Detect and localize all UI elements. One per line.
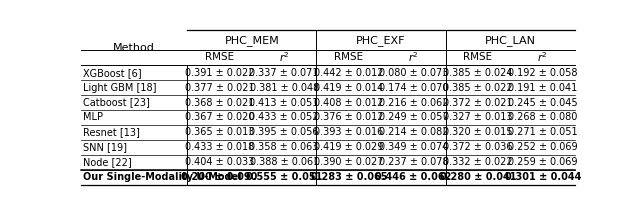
Text: 0.214 ± 0.082: 0.214 ± 0.082 — [379, 127, 448, 137]
Text: 0.192 ± 0.058: 0.192 ± 0.058 — [508, 68, 577, 78]
Text: 0.393 ± 0.016: 0.393 ± 0.016 — [314, 127, 383, 137]
Text: 0.216 ± 0.062: 0.216 ± 0.062 — [379, 98, 448, 108]
Text: 0.372 ± 0.021: 0.372 ± 0.021 — [444, 98, 513, 108]
Text: 0.390 ± 0.027: 0.390 ± 0.027 — [314, 157, 383, 167]
Text: 0.367 ± 0.020: 0.367 ± 0.020 — [185, 112, 254, 122]
Text: 0.249 ± 0.057: 0.249 ± 0.057 — [379, 112, 448, 122]
Text: 0.395 ± 0.056: 0.395 ± 0.056 — [250, 127, 319, 137]
Text: PHC_EXF: PHC_EXF — [356, 35, 406, 46]
Text: 0.433 ± 0.052: 0.433 ± 0.052 — [250, 112, 319, 122]
Text: 0.283 ± 0.065: 0.283 ± 0.065 — [310, 172, 387, 182]
Text: $r^2$: $r^2$ — [279, 50, 289, 64]
Text: 0.349 ± 0.074: 0.349 ± 0.074 — [379, 142, 448, 152]
Text: 0.388 ± 0.061: 0.388 ± 0.061 — [250, 157, 319, 167]
Text: 0.365 ± 0.013: 0.365 ± 0.013 — [185, 127, 254, 137]
Text: Node [22]: Node [22] — [83, 157, 132, 167]
Text: 0.419 ± 0.014: 0.419 ± 0.014 — [314, 83, 383, 93]
Text: 0.200 ± 0.090: 0.200 ± 0.090 — [181, 172, 258, 182]
Text: 0.174 ± 0.070: 0.174 ± 0.070 — [379, 83, 448, 93]
Text: 0.377 ± 0.021: 0.377 ± 0.021 — [185, 83, 254, 93]
Text: Catboost [23]: Catboost [23] — [83, 98, 150, 108]
Text: 0.268 ± 0.080: 0.268 ± 0.080 — [508, 112, 577, 122]
Text: 0.408 ± 0.012: 0.408 ± 0.012 — [314, 98, 383, 108]
Text: SNN [19]: SNN [19] — [83, 142, 127, 152]
Text: 0.385 ± 0.024: 0.385 ± 0.024 — [444, 68, 513, 78]
Text: Our Single-Modality U-Model: Our Single-Modality U-Model — [83, 172, 242, 182]
Text: $r^2$: $r^2$ — [408, 50, 419, 64]
Text: 0.555 ± 0.051: 0.555 ± 0.051 — [246, 172, 323, 182]
Text: 0.413 ± 0.051: 0.413 ± 0.051 — [250, 98, 319, 108]
Text: 0.191 ± 0.041: 0.191 ± 0.041 — [508, 83, 577, 93]
Text: Method: Method — [113, 43, 155, 53]
Text: RMSE: RMSE — [334, 52, 364, 62]
Text: 0.442 ± 0.012: 0.442 ± 0.012 — [314, 68, 383, 78]
Text: 0.381 ± 0.048: 0.381 ± 0.048 — [250, 83, 319, 93]
Text: 0.301 ± 0.044: 0.301 ± 0.044 — [504, 172, 581, 182]
Text: 0.372 ± 0.036: 0.372 ± 0.036 — [444, 142, 513, 152]
Text: Light GBM [18]: Light GBM [18] — [83, 83, 156, 93]
Text: 0.446 ± 0.062: 0.446 ± 0.062 — [375, 172, 452, 182]
Text: 0.433 ± 0.018: 0.433 ± 0.018 — [185, 142, 254, 152]
Text: 0.271 ± 0.051: 0.271 ± 0.051 — [508, 127, 577, 137]
Text: 0.391 ± 0.022: 0.391 ± 0.022 — [185, 68, 254, 78]
Text: MLP: MLP — [83, 112, 103, 122]
Text: 0.259 ± 0.069: 0.259 ± 0.069 — [508, 157, 577, 167]
Text: 0.327 ± 0.013: 0.327 ± 0.013 — [444, 112, 513, 122]
Text: 0.320 ± 0.015: 0.320 ± 0.015 — [444, 127, 513, 137]
Text: 0.358 ± 0.063: 0.358 ± 0.063 — [250, 142, 319, 152]
Text: 0.419 ± 0.029: 0.419 ± 0.029 — [314, 142, 383, 152]
Text: PHC_LAN: PHC_LAN — [485, 35, 536, 46]
Text: 0.280 ± 0.041: 0.280 ± 0.041 — [440, 172, 516, 182]
Text: 0.376 ± 0.012: 0.376 ± 0.012 — [314, 112, 383, 122]
Text: RMSE: RMSE — [205, 52, 234, 62]
Text: 0.237 ± 0.078: 0.237 ± 0.078 — [379, 157, 448, 167]
Text: 0.080 ± 0.073: 0.080 ± 0.073 — [379, 68, 448, 78]
Text: XGBoost [6]: XGBoost [6] — [83, 68, 141, 78]
Text: 0.252 ± 0.069: 0.252 ± 0.069 — [508, 142, 577, 152]
Text: Resnet [13]: Resnet [13] — [83, 127, 140, 137]
Text: 0.368 ± 0.021: 0.368 ± 0.021 — [185, 98, 254, 108]
Text: 0.337 ± 0.071: 0.337 ± 0.071 — [250, 68, 319, 78]
Text: $r^2$: $r^2$ — [538, 50, 548, 64]
Text: 0.332 ± 0.022: 0.332 ± 0.022 — [444, 157, 513, 167]
Text: 0.245 ± 0.045: 0.245 ± 0.045 — [508, 98, 577, 108]
Text: 0.404 ± 0.033: 0.404 ± 0.033 — [185, 157, 254, 167]
Text: PHC_MEM: PHC_MEM — [225, 35, 279, 46]
Text: RMSE: RMSE — [463, 52, 493, 62]
Text: 0.385 ± 0.022: 0.385 ± 0.022 — [444, 83, 513, 93]
